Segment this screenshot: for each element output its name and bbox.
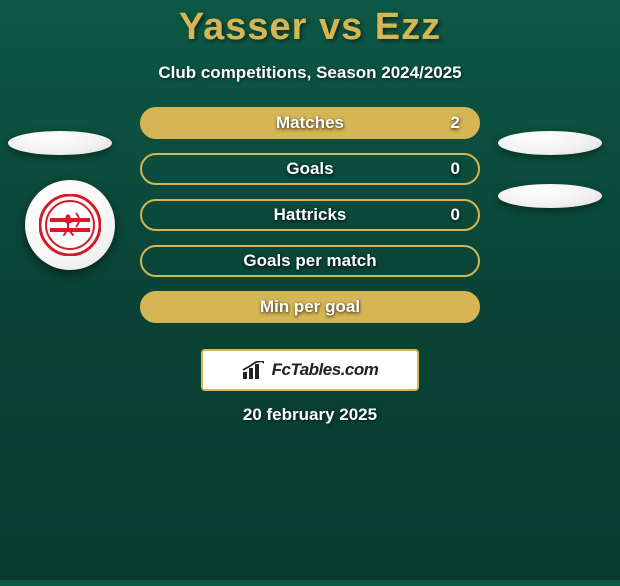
stat-label: Matches bbox=[276, 113, 344, 133]
page-title: Yasser vs Ezz bbox=[0, 6, 620, 49]
stat-label: Hattricks bbox=[274, 205, 347, 225]
stat-value: 2 bbox=[451, 113, 460, 133]
brand-box[interactable]: FcTables.com bbox=[201, 349, 419, 391]
club-crest-left bbox=[25, 180, 115, 270]
stat-label: Min per goal bbox=[260, 297, 360, 317]
stat-row-goals-per-match: Goals per match bbox=[140, 245, 480, 277]
page-subtitle: Club competitions, Season 2024/2025 bbox=[0, 63, 620, 83]
snapshot-date: 20 february 2025 bbox=[0, 405, 620, 425]
bar-chart-icon bbox=[242, 361, 266, 379]
player-placeholder-left bbox=[8, 131, 112, 155]
stat-label: Goals per match bbox=[243, 251, 376, 271]
player-placeholder-right-2 bbox=[498, 184, 602, 208]
zamalek-crest-icon bbox=[39, 194, 101, 256]
stat-value: 0 bbox=[451, 205, 460, 225]
stat-row-goals: Goals 0 bbox=[140, 153, 480, 185]
stat-row-min-per-goal: Min per goal bbox=[140, 291, 480, 323]
player-placeholder-right-1 bbox=[498, 131, 602, 155]
stat-row-hattricks: Hattricks 0 bbox=[140, 199, 480, 231]
stat-value: 0 bbox=[451, 159, 460, 179]
stat-label: Goals bbox=[286, 159, 333, 179]
stat-row-matches: Matches 2 bbox=[140, 107, 480, 139]
brand-name: FcTables.com bbox=[272, 360, 379, 380]
